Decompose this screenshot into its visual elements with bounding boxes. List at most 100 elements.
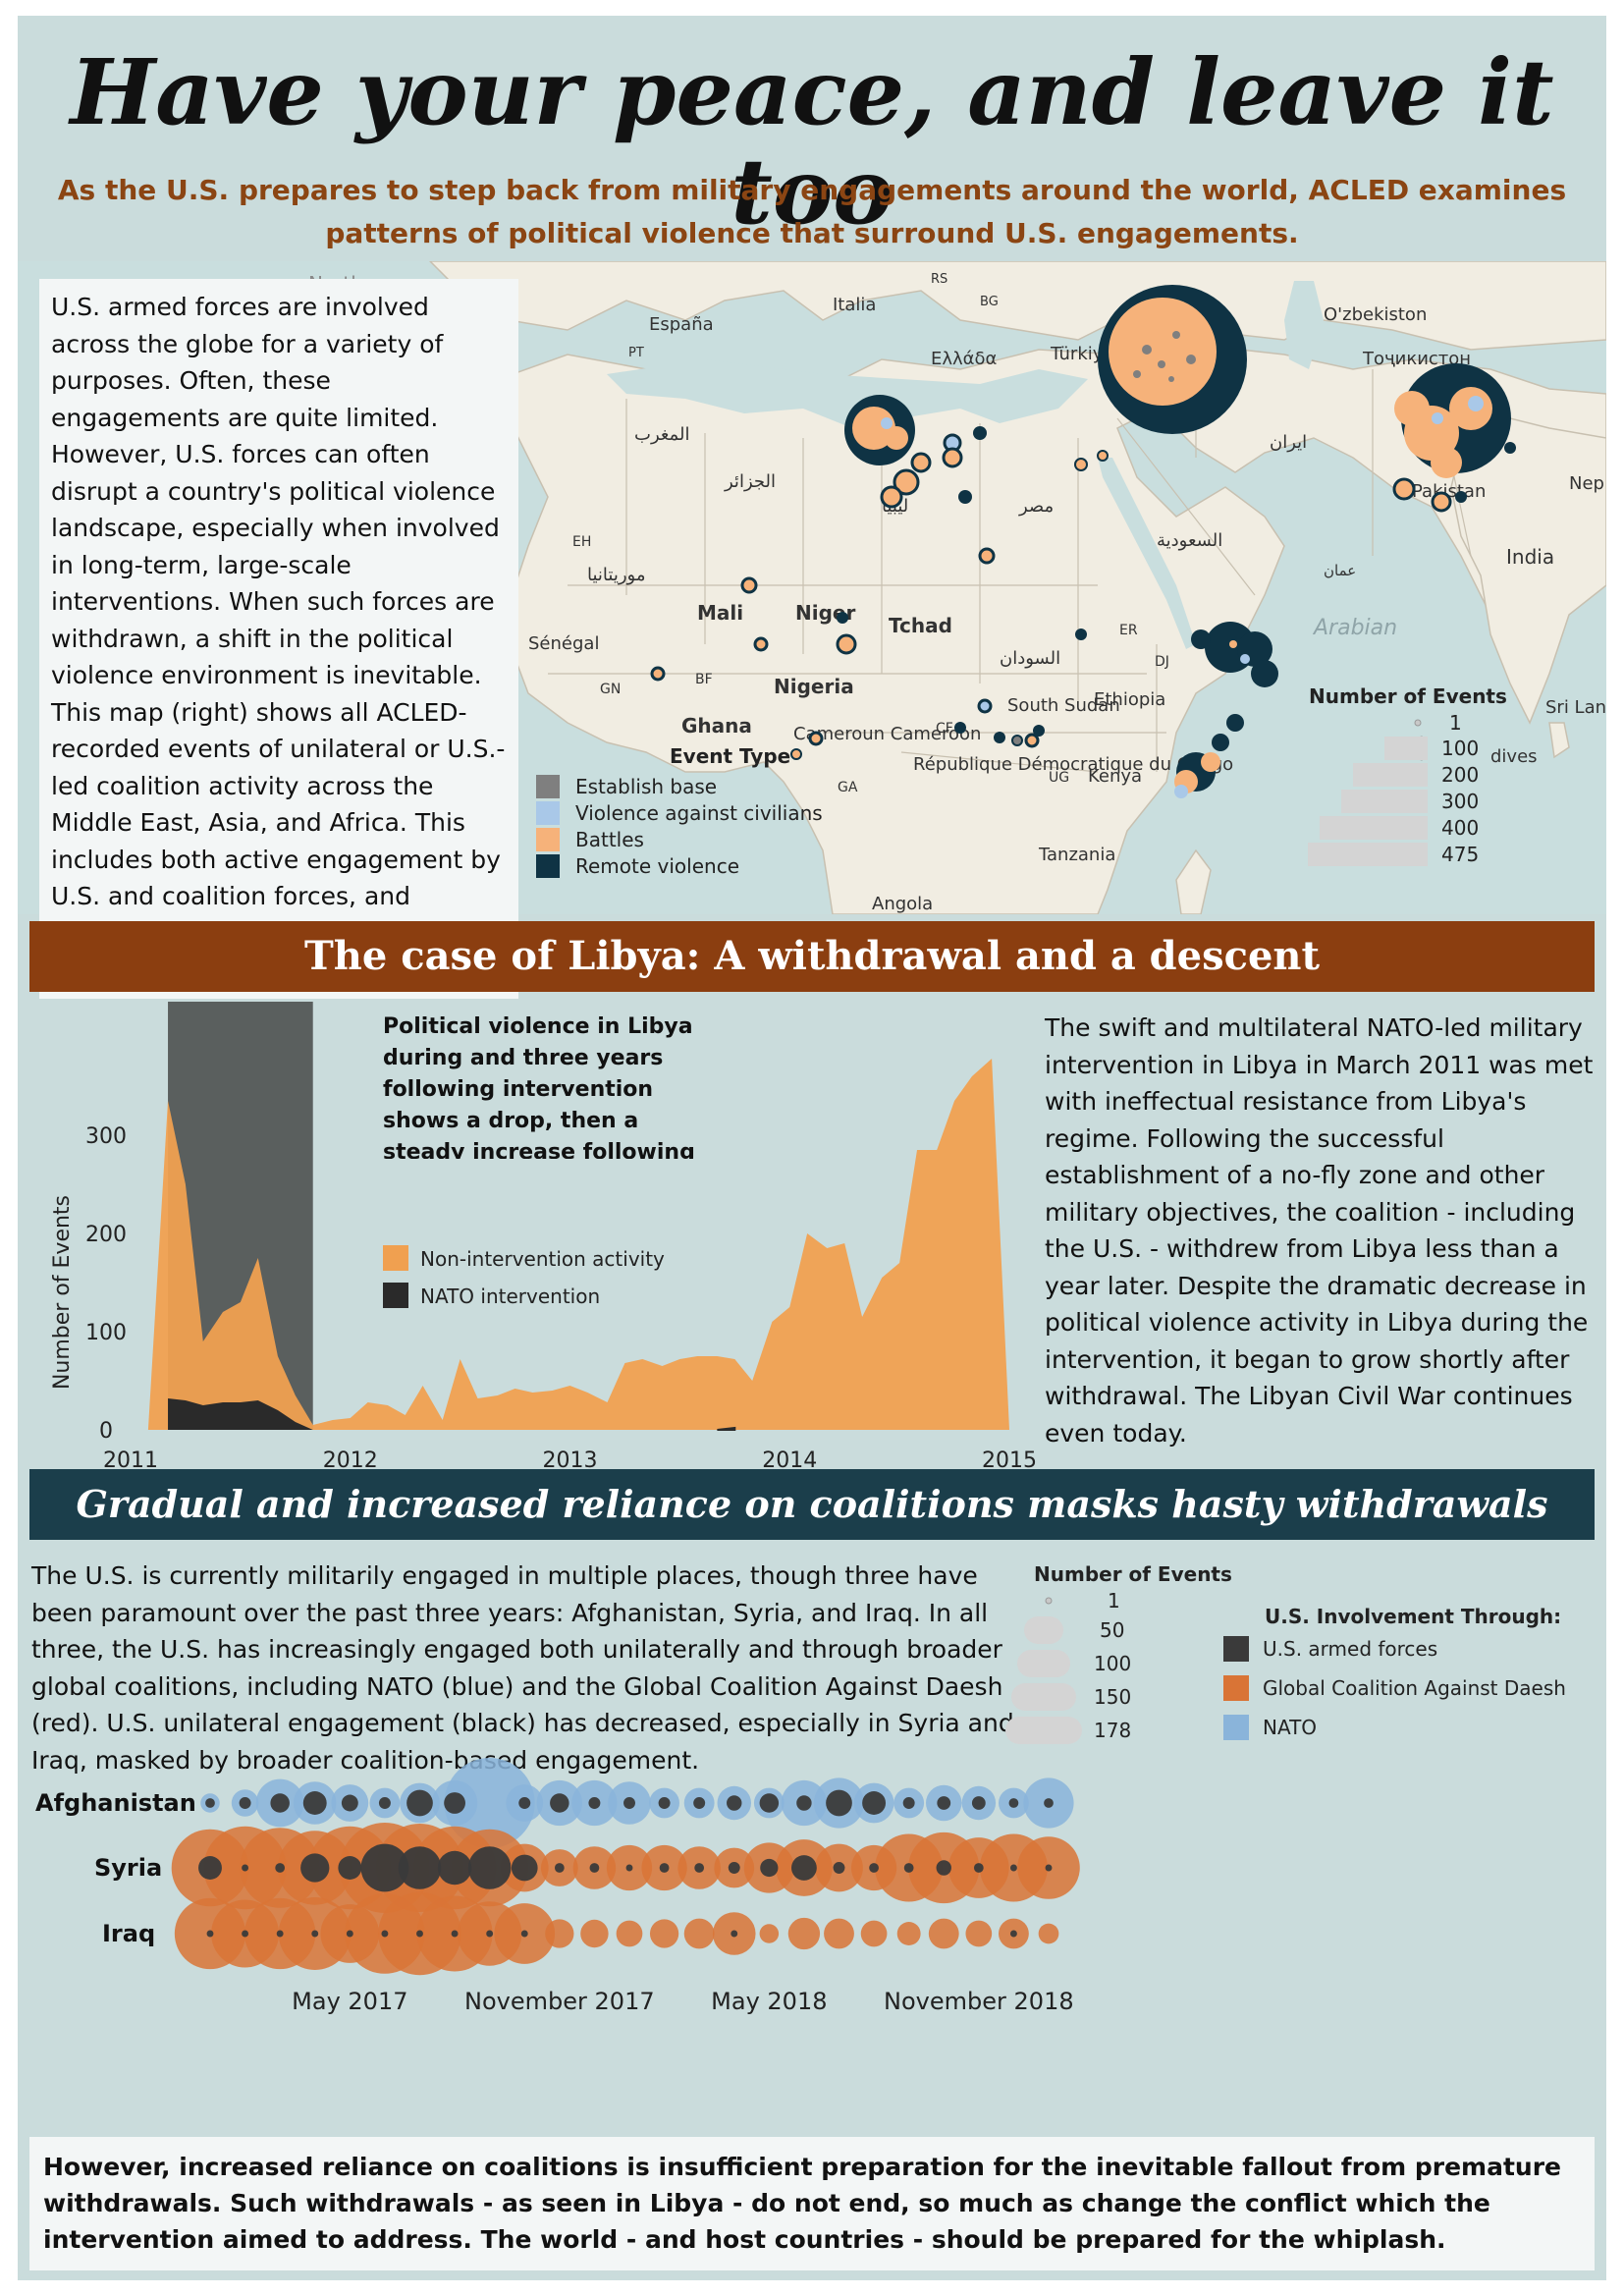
involvement-legend: U.S. Involvement Through: U.S. armed for…: [1223, 1605, 1566, 1740]
bubble-syria-us-15: [728, 1862, 740, 1874]
libya-area-non-intervention: [131, 1059, 1009, 1430]
map-land-india: [1450, 408, 1606, 725]
bubble-syria-us-0: [198, 1856, 222, 1880]
event-type-legend-title: Event Type: [670, 744, 790, 768]
bubble-iraq-coalition-20: [896, 1922, 921, 1945]
map-label-drc: République Démocratique du Congo: [913, 754, 1233, 775]
bubble-iraq-coalition-16: [759, 1924, 780, 1943]
coalition-size-label-1: 1: [1108, 1589, 1120, 1613]
involvement-swatch-us-forces: [1223, 1636, 1249, 1662]
bubble-afghanistan-us-1: [239, 1797, 251, 1809]
bubble-iraq-coalition-14: [683, 1918, 715, 1949]
map-label-greece: Ελλάδα: [931, 349, 997, 369]
map-label-south-sudan: South Sudan: [1007, 695, 1120, 716]
size-legend-label-400: 400: [1441, 816, 1479, 840]
libya-area-nato-intervention: [168, 1398, 313, 1430]
closing-statement: However, increased reliance on coalition…: [29, 2137, 1595, 2270]
map-label-algeria: الجزائر: [724, 471, 776, 492]
bubble-iraq-coalition-19: [860, 1920, 888, 1947]
bubble-syria-us-12: [625, 1864, 633, 1872]
coalition-size-circle-1: [1045, 1597, 1053, 1605]
bubble-iraq-us-1: [242, 1930, 249, 1938]
map-caspian: [1284, 281, 1324, 369]
map-label-kenya: Kenya: [1088, 766, 1142, 787]
map-mediterranean: [607, 359, 1088, 428]
size-legend-band-300: [1341, 790, 1428, 813]
map-label-nepal: Nep: [1569, 473, 1604, 494]
bubble-syria-us-6: [398, 1846, 442, 1889]
legend-swatch-establish-base: [536, 775, 560, 798]
bubble-syria-us-2: [275, 1863, 286, 1873]
map-label-ga: GA: [838, 780, 858, 795]
bubble-afghanistan-us-9: [518, 1797, 531, 1809]
map-label-sudan: السودان: [1000, 648, 1060, 669]
bubble-afghanistan-coalition-8: [444, 1758, 535, 1848]
map-label-tajikistan: Тоҷикистон: [1362, 349, 1471, 369]
map-label-eh: EH: [572, 534, 591, 550]
map-label-pakistan: Pakistan: [1412, 481, 1486, 502]
map-label-angola: Angola: [872, 894, 933, 914]
libya-area-chart: 2011 2012 2013 2014 2015 0 100 200 300 Number of…: [50, 1002, 1037, 1469]
bubble-syria-us-18: [833, 1862, 845, 1874]
map-land-srilanka: [1548, 722, 1570, 759]
bubble-series-afghanistan-u-s-armed-forces: [205, 1789, 1054, 1817]
map-label-pt: PT: [628, 346, 644, 360]
libya-y-axis-label: Number of Events: [50, 1195, 75, 1390]
infographic-poster: Have your peace, and leave it too As the…: [18, 16, 1606, 2280]
libya-y-tick-0: 0: [99, 1419, 113, 1444]
libya-y-tick-300: 300: [85, 1124, 127, 1149]
libya-chart-annotation: Political violence in Libya during and t…: [383, 1014, 695, 1159]
bubble-iraq-us-2: [276, 1930, 284, 1938]
involvement-label-us-forces: U.S. armed forces: [1263, 1637, 1437, 1661]
bubble-syria-us-21: [936, 1860, 951, 1876]
size-legend-label-200: 200: [1441, 763, 1479, 787]
legend-swatch-violence-civilians: [536, 801, 560, 825]
bubble-row-label-iraq: Iraq: [102, 1920, 155, 1947]
size-legend-band-100: [1384, 737, 1428, 760]
bubble-iraq-us-7: [451, 1930, 459, 1938]
involvement-label-daesh-coalition: Global Coalition Against Daesh: [1263, 1676, 1566, 1700]
event-type-legend: Event Type Establish base Violence again…: [536, 744, 823, 878]
map-label-ethiopia: Ethiopia: [1094, 689, 1165, 710]
bubble-syria-us-24: [1045, 1864, 1053, 1872]
map-land-madagascar-edge: [1175, 848, 1212, 914]
bubble-syria-us-1: [242, 1864, 249, 1872]
libya-legend-swatch-nato: [383, 1283, 408, 1308]
bubble-iraq-us-9: [520, 1930, 528, 1938]
bubble-afghanistan-us-15: [727, 1795, 742, 1811]
map-place-labels: North España PT Italia RS BG Ελλάδα Türk…: [308, 272, 1606, 914]
bubble-afghanistan-us-4: [341, 1794, 358, 1812]
coalition-size-label-150: 150: [1094, 1685, 1131, 1709]
bubble-afghanistan-us-0: [205, 1798, 215, 1808]
size-legend-band-200: [1353, 763, 1428, 787]
bubble-afghanistan-us-23: [1008, 1798, 1019, 1808]
involvement-legend-title: U.S. Involvement Through:: [1265, 1605, 1561, 1628]
coalitions-body-text: The U.S. is currently militarily engaged…: [31, 1561, 1014, 1775]
map-label-oman: عمان: [1324, 562, 1356, 579]
map-label-cameroon: Cameroun Cameroon: [793, 724, 981, 744]
bubble-row-label-afghanistan: Afghanistan: [35, 1789, 196, 1817]
map-label-maldives: dives: [1490, 746, 1538, 767]
bubble-syria-us-23: [1009, 1864, 1017, 1872]
map-scattered-events: [650, 576, 1087, 760]
bubble-afghanistan-us-13: [658, 1797, 671, 1809]
map-label-uzbekistan: O'zbekiston: [1324, 304, 1427, 325]
map-label-dj: DJ: [1155, 654, 1169, 670]
map-label-india: India: [1506, 545, 1554, 569]
bubble-iraq-us-3: [311, 1930, 319, 1938]
bubble-iraq-coalition-10: [545, 1919, 574, 1948]
bubble-afghanistan-us-14: [693, 1797, 706, 1809]
legend-label-battles: Battles: [575, 828, 644, 851]
map-label-nigeria: Nigeria: [774, 675, 854, 698]
libya-legend-label-nato: NATO intervention: [420, 1285, 600, 1308]
bubble-syria-us-16: [760, 1858, 779, 1878]
map-label-morocco: المغرب: [634, 424, 689, 445]
bubble-syria-us-3: [300, 1853, 330, 1883]
map-cluster-somalia: [1174, 622, 1278, 798]
bubble-series-iraq-global-coalition-against-daesh: [174, 1891, 1059, 1976]
coalition-size-label-178: 178: [1094, 1719, 1131, 1742]
bubble-afghanistan-us-2: [270, 1793, 290, 1813]
size-legend-band-475: [1308, 843, 1428, 866]
map-label-bg: BG: [980, 295, 999, 309]
map-bubble-syria-iraq-battles: [1109, 298, 1217, 406]
